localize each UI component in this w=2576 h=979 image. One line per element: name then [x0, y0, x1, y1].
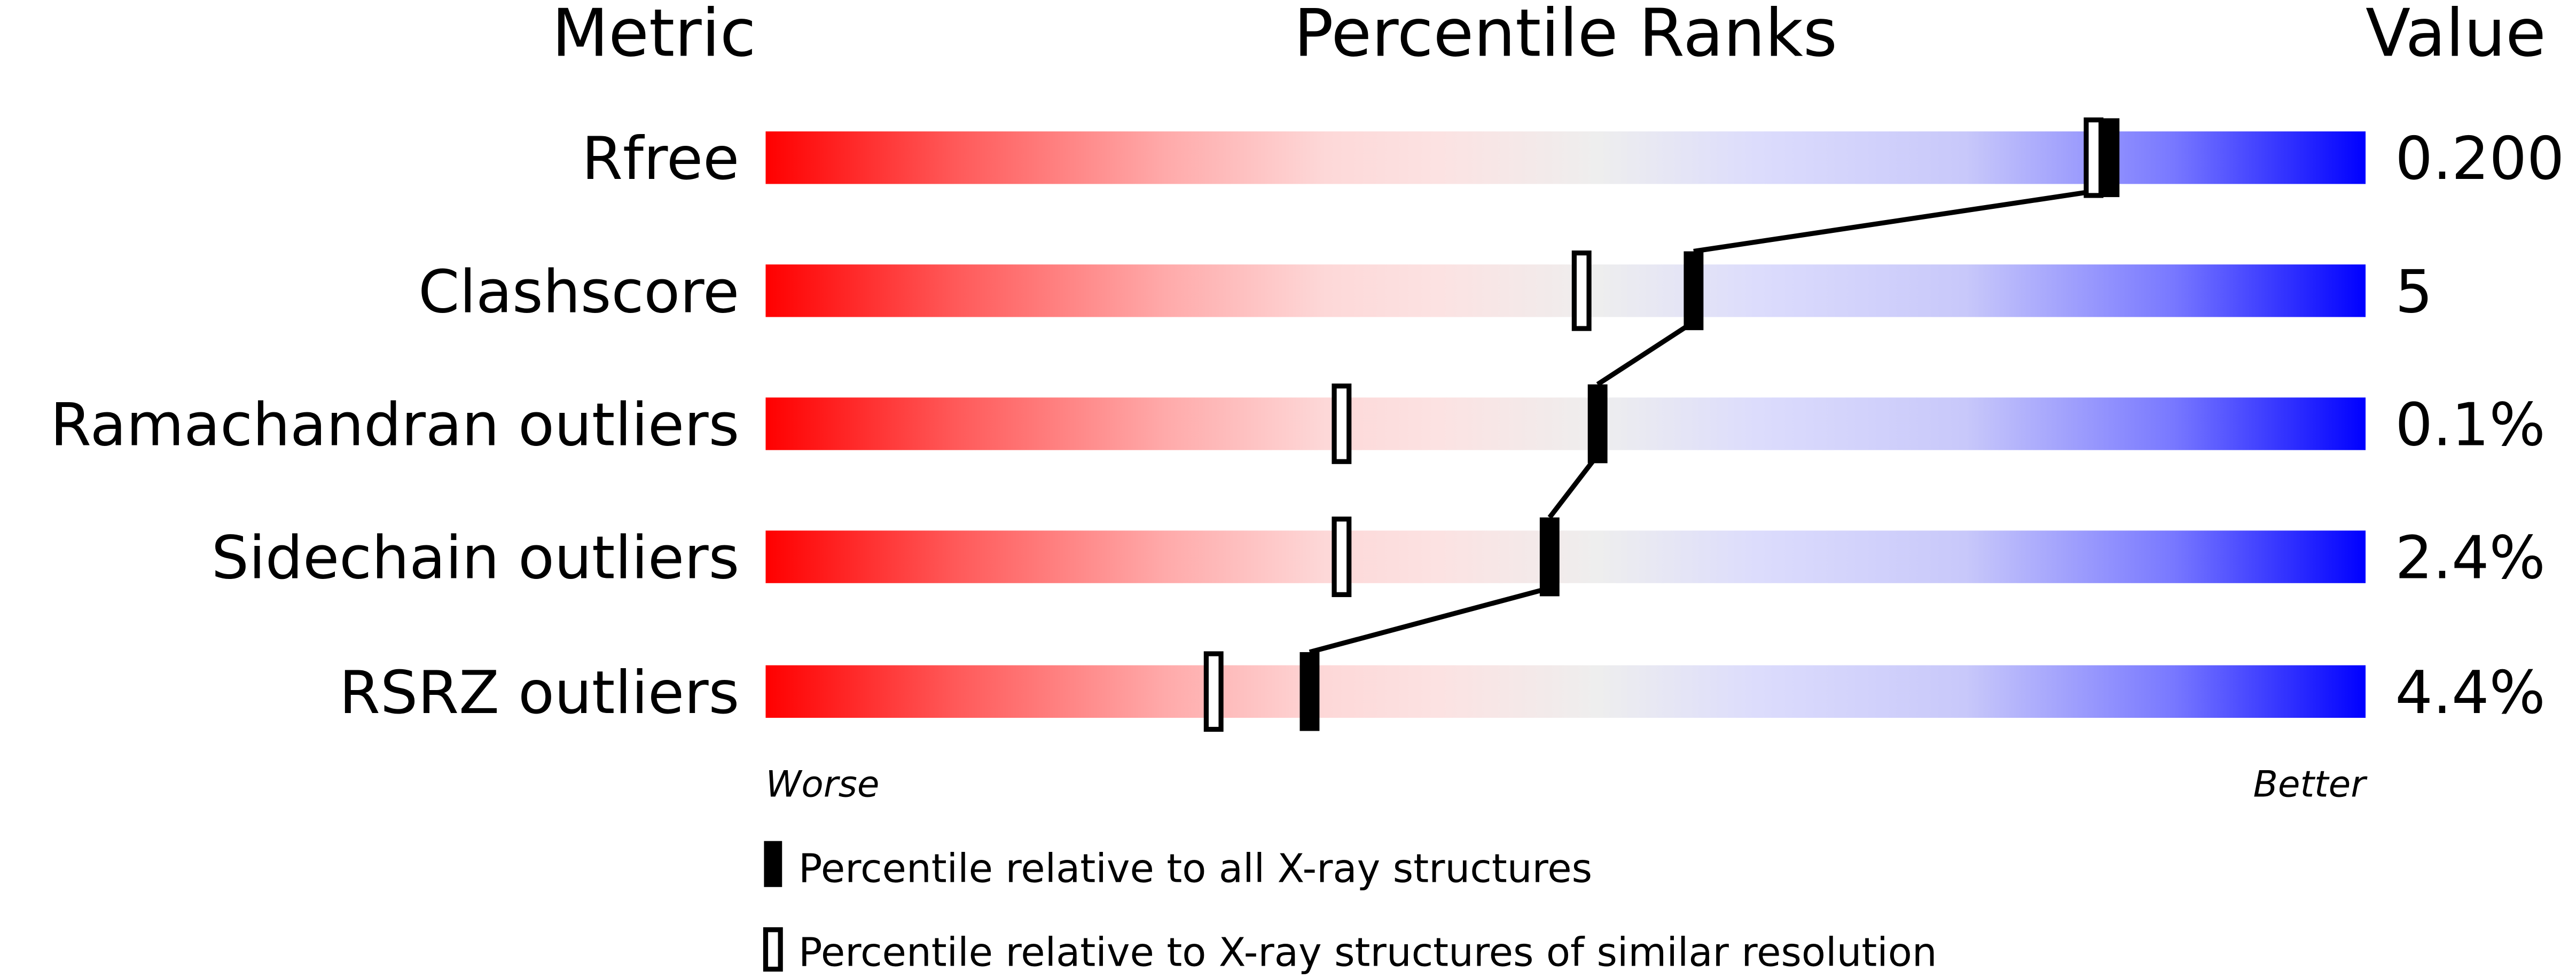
metric-label: Sidechain outliers [212, 524, 740, 593]
header-percentile-ranks: Percentile Ranks [1294, 0, 1837, 72]
marker-all-structures [1684, 251, 1704, 331]
marker-similar-resolution [1571, 250, 1592, 331]
legend-filled-marker [764, 841, 782, 887]
better-label: Better [2253, 763, 2368, 805]
marker-all-structures [2100, 118, 2120, 198]
percentile-bar [765, 530, 2366, 583]
metric-value: 0.1% [2395, 390, 2545, 459]
metric-value: 0.200 [2395, 124, 2564, 193]
percentile-bar [765, 397, 2366, 450]
connector-line [1547, 453, 1600, 519]
percentile-bar [765, 665, 2366, 718]
worse-label: Worse [765, 763, 879, 805]
metric-value: 2.4% [2395, 524, 2545, 593]
percentile-bar [765, 264, 2366, 317]
metric-label: Ramachandran outliers [50, 390, 739, 459]
connector-line [1596, 319, 1695, 387]
metric-label: RSRZ outliers [339, 659, 739, 727]
metric-value: 5 [2395, 257, 2432, 326]
header-value: Value [2366, 0, 2546, 72]
connector-line [1309, 585, 1551, 655]
metric-label: Clashscore [418, 257, 739, 326]
percentile-bar [765, 131, 2366, 184]
marker-all-structures [1587, 384, 1608, 464]
marker-similar-resolution [2084, 117, 2104, 198]
header-metric: Metric [552, 0, 756, 72]
marker-similar-resolution [1332, 383, 1352, 464]
metric-value: 4.4% [2395, 659, 2545, 727]
legend-similar-label: Percentile relative to X-ray structures … [798, 929, 1937, 975]
marker-all-structures [1299, 652, 1320, 731]
legend-hollow-marker [763, 927, 783, 972]
marker-similar-resolution [1203, 651, 1224, 732]
metric-label: Rfree [582, 124, 739, 193]
marker-similar-resolution [1332, 516, 1352, 597]
connector-line [1693, 186, 2110, 254]
marker-all-structures [1539, 517, 1560, 597]
legend-all-label: Percentile relative to all X-ray structu… [798, 846, 1592, 892]
